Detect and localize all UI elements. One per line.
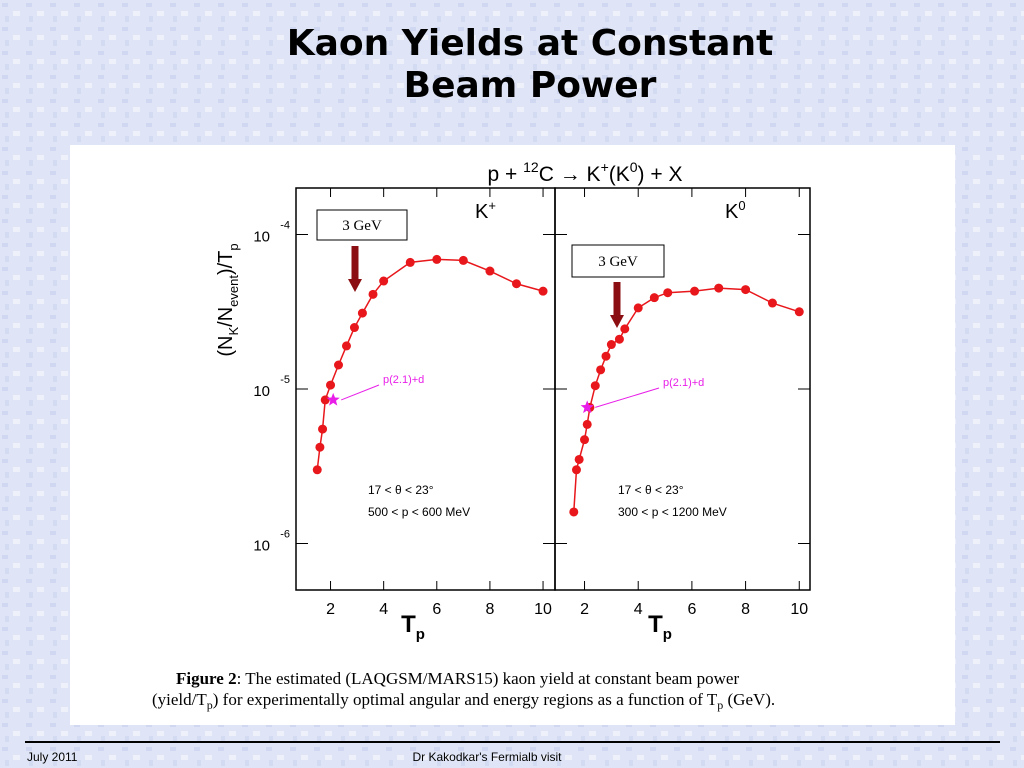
x-tick-label: 8 [485,601,494,618]
figure [70,145,955,725]
data-point [320,395,330,405]
data-point [571,465,581,475]
footer-date: July 2011 [27,750,78,764]
y-tick-exponent: -5 [280,374,290,386]
marker-label: p(2.1)+d [383,374,424,386]
data-point [357,308,367,318]
data-point [341,341,351,351]
data-point [458,255,468,265]
data-point [596,365,606,375]
energy-arrow-head [610,315,624,328]
data-point [334,360,344,370]
cut-label: 17 < θ < 23° [618,483,684,497]
energy-arrow [351,246,359,280]
data-point [582,419,592,429]
energy-label: 3 GeV [342,218,382,234]
data-point [511,279,521,289]
energy-box [316,209,408,241]
data-point [690,286,700,296]
energy-label: 3 GeV [598,254,638,270]
slide-title: Kaon Yields at Constant [287,23,774,64]
figure-title: p + 12C → K+(K0) + X [488,159,683,186]
data-point [794,307,804,317]
caption: (yield/Tp) for experimentally optimal an… [152,690,775,712]
data-point [315,442,325,452]
data-point [714,283,724,293]
y-tick-label: 10 [253,383,270,400]
x-tick-label: 8 [741,601,750,618]
data-point [485,266,495,276]
x-tick-label: 4 [634,601,643,618]
data-point [741,285,751,295]
data-point [432,254,442,264]
panel-label-sup: 0 [738,198,745,213]
panel-label: K0 [725,198,746,223]
data-point [620,324,630,334]
panel-label: K+ [475,198,496,223]
marker-star [580,400,594,414]
energy-arrow-head [348,279,362,292]
x-axis-label: Tp [401,611,425,643]
caption: Figure 2: The estimated (LAQGSM/MARS15) … [176,669,739,688]
x-tick-label: 10 [534,601,552,618]
footer-text: Dr Kakodkar's Fermialb visit [413,750,563,764]
y-tick-exponent: -6 [280,528,290,540]
panel-label-sup: + [488,198,496,213]
x-tick-label: 2 [326,601,335,618]
y-axis-label: (NK/Nevent)/Tp [215,243,241,356]
data-point [649,293,659,303]
data-point [349,323,359,333]
energy-box [571,244,665,278]
data-point [538,286,548,296]
x-tick-label: 2 [580,601,589,618]
data-point [405,257,415,267]
cut-label: 500 < p < 600 MeV [368,505,470,519]
y-tick-label: 10 [253,537,270,554]
panel-label-base: K [475,201,489,223]
energy-arrow [613,282,621,316]
cut-label: 17 < θ < 23° [368,483,434,497]
marker-pointer [341,384,380,401]
data-point [633,303,643,313]
data-point [379,276,389,286]
y-tick-exponent: -4 [280,220,290,232]
x-tick-label: 4 [379,601,388,618]
data-point [569,507,579,517]
cut-label: 300 < p < 1200 MeV [618,505,727,519]
data-point [312,465,322,475]
x-tick-label: 10 [790,601,808,618]
marker-pointer [595,387,660,408]
data-point [590,381,600,391]
x-tick-label: 6 [432,601,441,618]
data-point [767,298,777,308]
data-point [663,288,673,298]
y-tick-label: 10 [253,229,270,246]
data-point [614,334,624,344]
marker-star [326,392,340,406]
data-point [606,340,616,350]
data-point [368,289,378,299]
panel-label-base: K [725,201,739,223]
x-tick-label: 6 [687,601,696,618]
marker-label: p(2.1)+d [663,377,704,389]
x-axis-label: Tp [648,611,672,643]
slide-title: Beam Power [404,65,657,106]
data-point [326,380,336,390]
data-point [318,424,328,434]
data-point [574,454,584,464]
data-point [601,351,611,361]
data-point [580,435,590,445]
